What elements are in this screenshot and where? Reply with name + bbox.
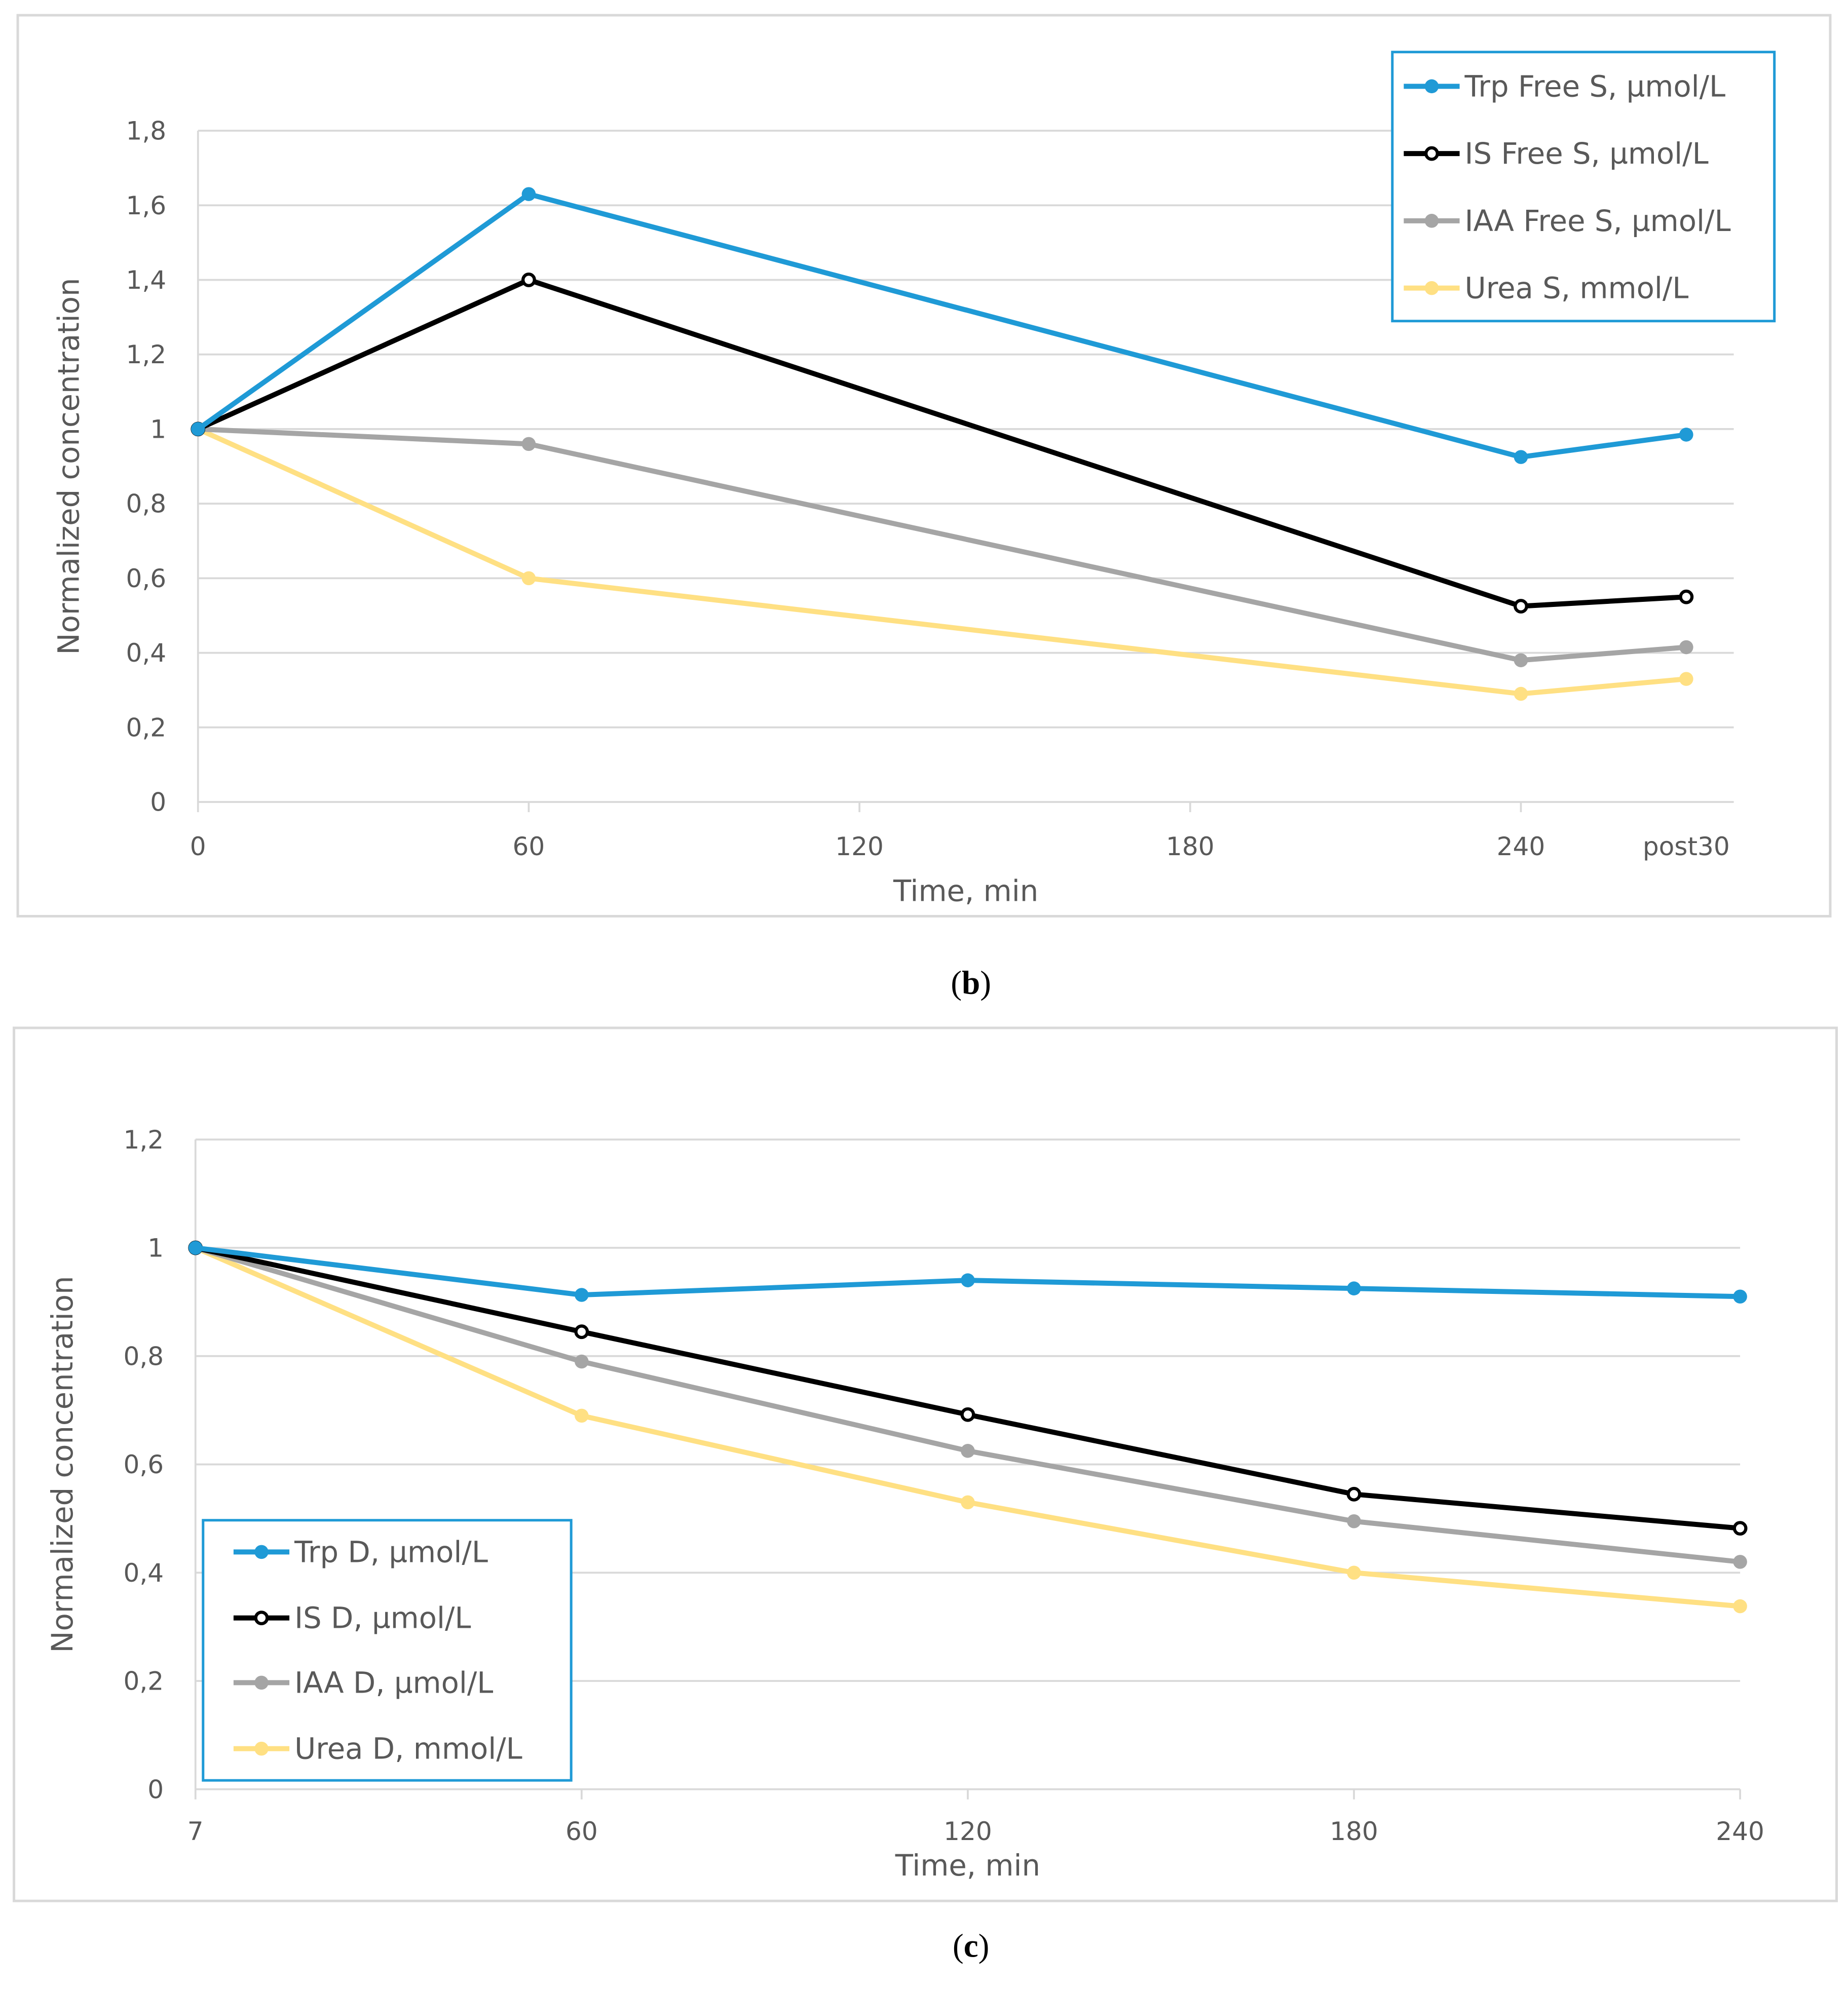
chart-c-data-point	[574, 1324, 589, 1340]
chart-c-y-tick-label: 0,2	[123, 1667, 164, 1696]
chart-b-data-point	[1679, 428, 1693, 442]
chart-b-data-point	[1514, 599, 1528, 614]
chart-c-data-point	[1733, 1289, 1747, 1304]
chart-c-legend-label: Trp D, µmol/L	[294, 1535, 488, 1569]
chart-b-legend-label: IS Free S, µmol/L	[1465, 137, 1709, 171]
chart-b-y-tick-label: 0	[150, 788, 166, 817]
chart-c-data-point	[1347, 1281, 1361, 1295]
chart-b-x-tick-label: 0	[190, 832, 206, 861]
chart-c-data-point	[575, 1408, 589, 1423]
chart-b-data-point	[521, 571, 536, 586]
chart-b-data-point	[521, 437, 536, 451]
chart-b-y-tick-label: 1,6	[126, 191, 166, 220]
chart-b-data-point	[1514, 653, 1528, 668]
chart-c-data-point	[575, 1354, 589, 1369]
chart-c-data-point	[1346, 1486, 1362, 1502]
chart-c-data-point	[960, 1407, 975, 1422]
chart-c-y-tick-label: 0,8	[123, 1342, 164, 1371]
chart-c-data-point	[1733, 1555, 1747, 1569]
chart-c-legend-swatch-marker	[254, 1675, 269, 1690]
chart-c-data-point	[961, 1444, 975, 1458]
chart-c-data-point	[575, 1288, 589, 1302]
chart-b-series-line	[196, 192, 1687, 460]
chart-c-data-point	[1732, 1521, 1748, 1536]
chart-c-x-axis-title: Time, min	[895, 1849, 1040, 1883]
chart-c-legend-swatch-marker	[254, 1545, 269, 1559]
chart-b-series-line	[198, 426, 1687, 663]
chart-c-data-point	[188, 1241, 203, 1255]
chart-b-legend-label: Urea S, mmol/L	[1465, 272, 1689, 305]
chart-c-data-point	[1733, 1599, 1747, 1614]
chart-b-x-tick-label: 60	[513, 832, 545, 861]
chart-c-legend-swatch-marker	[254, 1741, 269, 1756]
chart-b-data-point	[1679, 672, 1693, 686]
chart-c-legend-box	[202, 1519, 573, 1782]
chart-b-legend-label: IAA Free S, µmol/L	[1465, 204, 1731, 238]
caption-b-letter: b	[962, 964, 980, 1002]
chart-b-data-point	[1679, 640, 1693, 655]
chart-c-y-tick-label: 1,2	[123, 1125, 164, 1155]
chart-c-data-point	[1347, 1565, 1361, 1580]
chart-c-legend-label: Urea D, mmol/L	[294, 1732, 522, 1766]
chart-b-legend-box	[1391, 51, 1776, 323]
chart-b-legend-swatch-marker	[1424, 281, 1439, 295]
chart-panel-b: 0 0,2 0,4 0,6 0,8 1 1,2 1,4 1,6 1,8 0 60 120 180 240 po…	[16, 14, 1832, 917]
chart-b-data-point	[521, 187, 536, 201]
chart-b-y-tick-label: 1,2	[126, 340, 166, 369]
chart-c-data-point	[961, 1273, 975, 1287]
chart-c-x-tick-label: 60	[565, 1817, 598, 1846]
chart-b-y-tick-label: 0,6	[126, 564, 166, 593]
chart-b-data-point	[1514, 450, 1528, 464]
chart-b-y-axis-title: Normalized concentration	[52, 278, 86, 655]
chart-b-y-tick-label: 0,2	[126, 713, 166, 742]
chart-c-legend-label: IAA D, µmol/L	[294, 1666, 493, 1700]
chart-b-legend-swatch-marker	[1424, 214, 1439, 228]
chart-c-x-tick-label: 180	[1330, 1817, 1378, 1846]
chart-c-legend-swatch-marker	[254, 1611, 269, 1626]
chart-c-x-tick-label: 240	[1716, 1817, 1764, 1846]
chart-c-x-tick-label: 120	[944, 1817, 992, 1846]
chart-b-data-point	[1679, 589, 1694, 604]
chart-b-y-tick-label: 0,4	[126, 638, 166, 668]
chart-b-x-tick-label: post30	[1643, 832, 1730, 861]
chart-b-x-tick-label: 240	[1497, 832, 1545, 861]
chart-c-y-axis-title: Normalized concentration	[46, 1276, 80, 1653]
chart-b-series-line	[197, 277, 1687, 609]
chart-c-y-tick-label: 0,4	[123, 1558, 164, 1588]
chart-c-legend-label: IS D, µmol/L	[294, 1601, 471, 1635]
chart-b-legend-swatch-marker	[1424, 146, 1439, 161]
chart-c-y-tick-label: 1	[147, 1234, 164, 1263]
chart-b-legend-swatch-marker	[1424, 79, 1439, 94]
chart-b-x-axis-title: Time, min	[893, 874, 1038, 908]
chart-b-y-tick-label: 0,8	[126, 489, 166, 519]
caption-b: (b)	[951, 964, 992, 1002]
chart-b-data-point	[191, 422, 205, 436]
chart-b-series-line	[197, 427, 1687, 697]
chart-b-legend-label: Trp Free S, µmol/L	[1464, 69, 1726, 103]
caption-c-letter: c	[963, 1927, 978, 1965]
chart-c-y-tick-label: 0	[147, 1775, 164, 1804]
chart-b-data-point	[521, 273, 536, 287]
chart-c-data-point	[961, 1495, 975, 1510]
chart-b-y-tick-label: 1,8	[126, 117, 166, 146]
chart-panel-c: 0 0,2 0,4 0,6 0,8 1 1,2 7 60 120 180 240 Time, min No…	[13, 1026, 1838, 1902]
chart-b-x-tick-label: 120	[835, 832, 884, 861]
chart-b-data-point	[1514, 686, 1528, 701]
chart-c-y-tick-label: 0,6	[123, 1450, 164, 1479]
chart-c-x-tick-label: 7	[187, 1817, 204, 1846]
caption-c: (c)	[952, 1927, 990, 1965]
chart-b-y-tick-label: 1	[150, 414, 166, 444]
chart-b-x-tick-label: 180	[1166, 832, 1215, 861]
chart-b-y-tick-label: 1,4	[126, 265, 166, 295]
chart-c-data-point	[1347, 1514, 1361, 1528]
